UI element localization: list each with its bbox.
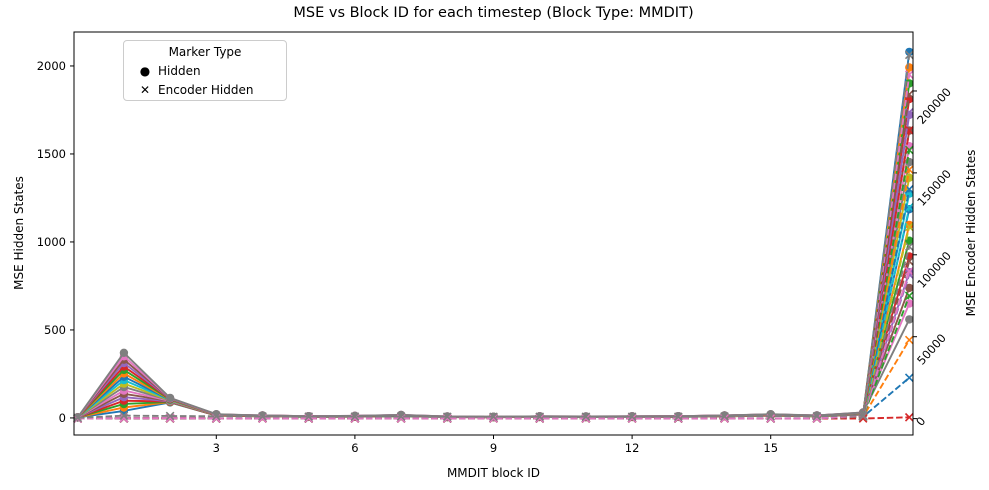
hidden-line xyxy=(77,161,911,419)
y-tick-right-label: 0 xyxy=(913,414,928,429)
encoder-x-marker xyxy=(904,266,914,276)
encoder-x-marker xyxy=(211,411,221,421)
hidden-marker xyxy=(165,393,175,403)
encoder-x-marker xyxy=(304,412,314,421)
legend-item-label: Hidden xyxy=(158,63,201,78)
y-tick-left-label: 500 xyxy=(44,323,66,337)
encoder-x-marker xyxy=(119,411,129,421)
hidden-line xyxy=(76,271,911,419)
hidden-line xyxy=(77,51,911,419)
circle-marker-icon: ● xyxy=(139,63,151,78)
hidden-line xyxy=(77,240,911,419)
hidden-marker xyxy=(119,348,129,357)
encoder-line xyxy=(77,274,911,420)
encoder-line xyxy=(77,112,911,420)
y-tick-left-label: 1000 xyxy=(37,235,66,249)
hidden-line xyxy=(77,130,911,419)
encoder-x-marker xyxy=(904,291,914,301)
hidden-line xyxy=(77,224,911,419)
encoder-x-marker xyxy=(350,412,360,421)
encoder-x-marker xyxy=(442,412,452,422)
encoder-x-marker xyxy=(904,373,914,383)
encoder-line xyxy=(77,226,911,420)
encoder-x-marker xyxy=(720,412,729,421)
encoder-line xyxy=(77,295,911,420)
encoder-x-marker xyxy=(396,412,406,421)
y-axis-label-left: MSE Hidden States xyxy=(12,176,26,290)
x-tick-label: 12 xyxy=(625,441,640,455)
x-tick-label: 6 xyxy=(351,441,358,455)
encoder-x-marker xyxy=(258,412,267,421)
encoder-x-marker xyxy=(766,411,776,421)
encoder-x-marker xyxy=(73,413,83,423)
hidden-line xyxy=(77,177,911,419)
y-tick-left-label: 1500 xyxy=(37,147,66,161)
encoder-line xyxy=(77,270,911,420)
chart-title: MSE vs Block ID for each timestep (Block… xyxy=(293,5,694,21)
hidden-line xyxy=(77,146,911,419)
x-axis-label: MMDIT block ID xyxy=(446,466,541,480)
legend-title: Marker Type xyxy=(168,45,242,59)
y-tick-right-label: 50000 xyxy=(914,331,949,368)
x-tick-label: 9 xyxy=(490,441,497,455)
hidden-marker xyxy=(905,299,914,308)
hidden-line xyxy=(77,114,911,419)
hidden-line xyxy=(77,98,911,419)
hidden-line xyxy=(77,83,911,419)
hidden-marker xyxy=(905,315,914,324)
encoder-line xyxy=(77,94,911,420)
hidden-line xyxy=(76,303,911,418)
encoder-x-marker xyxy=(489,412,498,422)
hidden-line xyxy=(77,67,911,419)
hidden-marker xyxy=(905,283,914,293)
encoder-line xyxy=(77,261,911,420)
y-tick-right-label: 100000 xyxy=(914,249,954,291)
legend-item-hidden: ● Hidden xyxy=(124,61,286,80)
y-tick-left-label: 2000 xyxy=(37,59,66,73)
encoder-x-marker xyxy=(904,50,914,60)
hidden-marker xyxy=(905,220,914,230)
encoder-x-marker xyxy=(165,411,175,421)
encoder-line xyxy=(77,169,911,420)
encoder-line xyxy=(77,74,911,420)
encoder-x-marker xyxy=(904,412,914,422)
legend-item-label: Encoder Hidden xyxy=(158,82,254,97)
hidden-marker xyxy=(905,63,914,72)
x-tick-label: 15 xyxy=(763,441,778,455)
y-tick-right-label: 150000 xyxy=(914,167,954,209)
encoder-x-marker xyxy=(812,411,822,421)
encoder-x-marker xyxy=(904,242,914,251)
encoder-x-marker xyxy=(904,222,914,232)
encoder-line xyxy=(77,246,911,420)
encoder-x-marker xyxy=(535,412,545,422)
encoder-line xyxy=(77,130,911,420)
encoder-x-marker xyxy=(904,335,914,345)
hidden-line xyxy=(76,287,911,418)
legend-item-encoder-hidden: ✕ Encoder Hidden xyxy=(124,80,286,99)
encoder-x-marker xyxy=(581,412,591,422)
encoder-line xyxy=(77,207,911,420)
x-marker-icon: ✕ xyxy=(139,82,151,97)
encoder-x-marker xyxy=(627,412,637,422)
encoder-x-marker xyxy=(858,411,868,420)
legend: Marker Type ● Hidden ✕ Encoder Hidden xyxy=(123,40,287,101)
y-tick-right-label: 200000 xyxy=(914,85,954,127)
encoder-line xyxy=(77,149,911,420)
hidden-line xyxy=(76,256,911,419)
y-axis-label-right: MSE Encoder Hidden States xyxy=(964,149,978,317)
hidden-marker xyxy=(905,47,914,57)
encoder-line xyxy=(77,54,911,419)
encoder-line xyxy=(77,189,911,420)
hidden-line xyxy=(77,208,911,419)
hidden-line xyxy=(77,193,911,419)
encoder-line xyxy=(77,339,911,420)
encoder-x-marker xyxy=(673,412,683,422)
hidden-line xyxy=(76,318,911,418)
y-tick-left-label: 0 xyxy=(59,411,66,425)
x-tick-label: 3 xyxy=(213,441,220,455)
